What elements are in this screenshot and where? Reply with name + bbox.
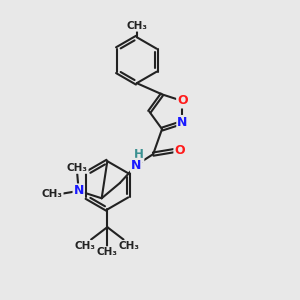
Text: O: O: [174, 144, 185, 157]
Text: CH₃: CH₃: [42, 190, 63, 200]
Text: CH₃: CH₃: [97, 247, 118, 257]
Text: N: N: [74, 184, 84, 197]
Text: CH₃: CH₃: [75, 241, 96, 251]
Text: N: N: [177, 116, 188, 129]
Text: CH₃: CH₃: [126, 21, 147, 31]
Text: CH₃: CH₃: [67, 163, 88, 173]
Text: CH₃: CH₃: [119, 241, 140, 251]
Text: O: O: [177, 94, 188, 107]
Text: H: H: [134, 148, 143, 161]
Text: N: N: [131, 159, 141, 172]
